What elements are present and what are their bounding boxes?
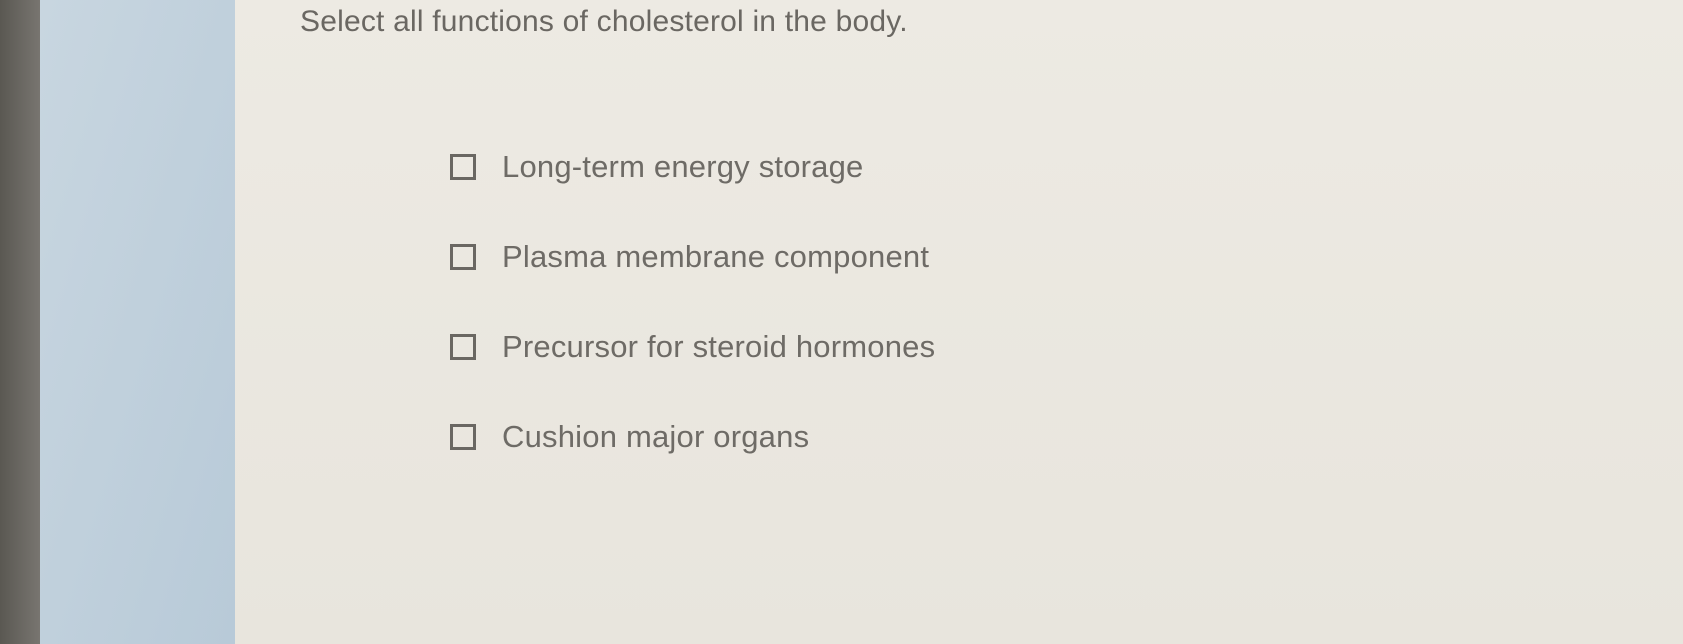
checkbox-option-4[interactable] [450, 424, 476, 450]
option-label[interactable]: Precursor for steroid hormones [502, 329, 935, 365]
option-row: Long-term energy storage [450, 149, 1643, 185]
option-row: Plasma membrane component [450, 239, 1643, 275]
option-row: Cushion major organs [450, 419, 1643, 455]
question-sidebar [40, 0, 235, 644]
checkbox-option-3[interactable] [450, 334, 476, 360]
dark-edge-margin [0, 0, 40, 644]
option-label[interactable]: Cushion major organs [502, 419, 809, 455]
checkbox-option-1[interactable] [450, 154, 476, 180]
question-prompt: Select all functions of cholesterol in t… [300, 5, 1643, 39]
option-row: Precursor for steroid hormones [450, 329, 1643, 365]
options-container: Long-term energy storage Plasma membrane… [300, 149, 1643, 455]
option-label[interactable]: Plasma membrane component [502, 239, 929, 275]
checkbox-option-2[interactable] [450, 244, 476, 270]
option-label[interactable]: Long-term energy storage [502, 149, 864, 185]
question-content-area: Select all functions of cholesterol in t… [235, 0, 1683, 644]
